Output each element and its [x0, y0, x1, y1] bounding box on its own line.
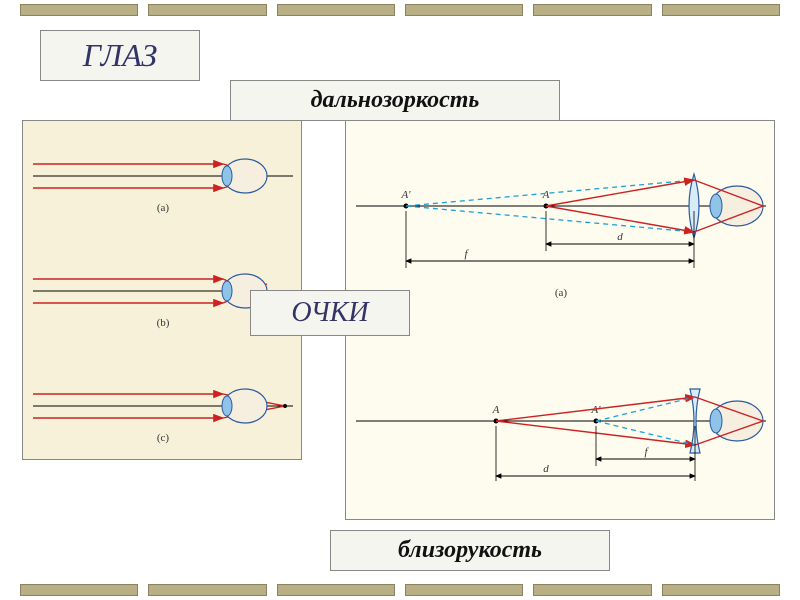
point-Aprime: A': [400, 189, 411, 201]
glasses-box: ОЧКИ: [250, 290, 410, 336]
nav-segment: [533, 4, 651, 16]
bottom-nav: [0, 580, 800, 600]
eye-icon: [710, 186, 763, 226]
nav-segment: [277, 4, 395, 16]
title-text: ГЛАЗ: [83, 37, 157, 73]
dim-d-bot: d: [543, 463, 549, 475]
dim-d-top: d: [617, 231, 623, 243]
nav-segment: [662, 4, 780, 16]
nav-segment: [277, 584, 395, 596]
nearsight-text: близорукость: [398, 537, 542, 563]
row-c-caption: (c): [157, 432, 170, 444]
farsight-box: дальнозоркость: [230, 80, 560, 121]
nav-segment: [148, 584, 266, 596]
right-top-caption: (a): [555, 287, 568, 299]
nav-segment: [20, 4, 138, 16]
nav-segment: [405, 4, 523, 16]
nav-segment: [148, 4, 266, 16]
dim-f-bot: f: [644, 446, 649, 458]
right-panel-svg: A A' d f (a): [346, 121, 776, 521]
point-A: A: [542, 189, 550, 201]
title-box: ГЛАЗ: [40, 30, 200, 81]
row-b-caption: (b): [157, 317, 170, 329]
nav-segment: [20, 584, 138, 596]
farsight-text: дальнозоркость: [311, 87, 480, 113]
eye-icon: [710, 401, 763, 441]
glasses-text: ОЧКИ: [291, 297, 368, 328]
point-A-bot: A: [492, 404, 500, 416]
top-nav: [0, 0, 800, 20]
row-a-caption: (a): [157, 202, 170, 214]
nav-segment: [533, 584, 651, 596]
nav-segment: [405, 584, 523, 596]
nearsight-box: близорукость: [330, 530, 610, 571]
dim-f-top: f: [464, 248, 469, 260]
nav-segment: [662, 584, 780, 596]
